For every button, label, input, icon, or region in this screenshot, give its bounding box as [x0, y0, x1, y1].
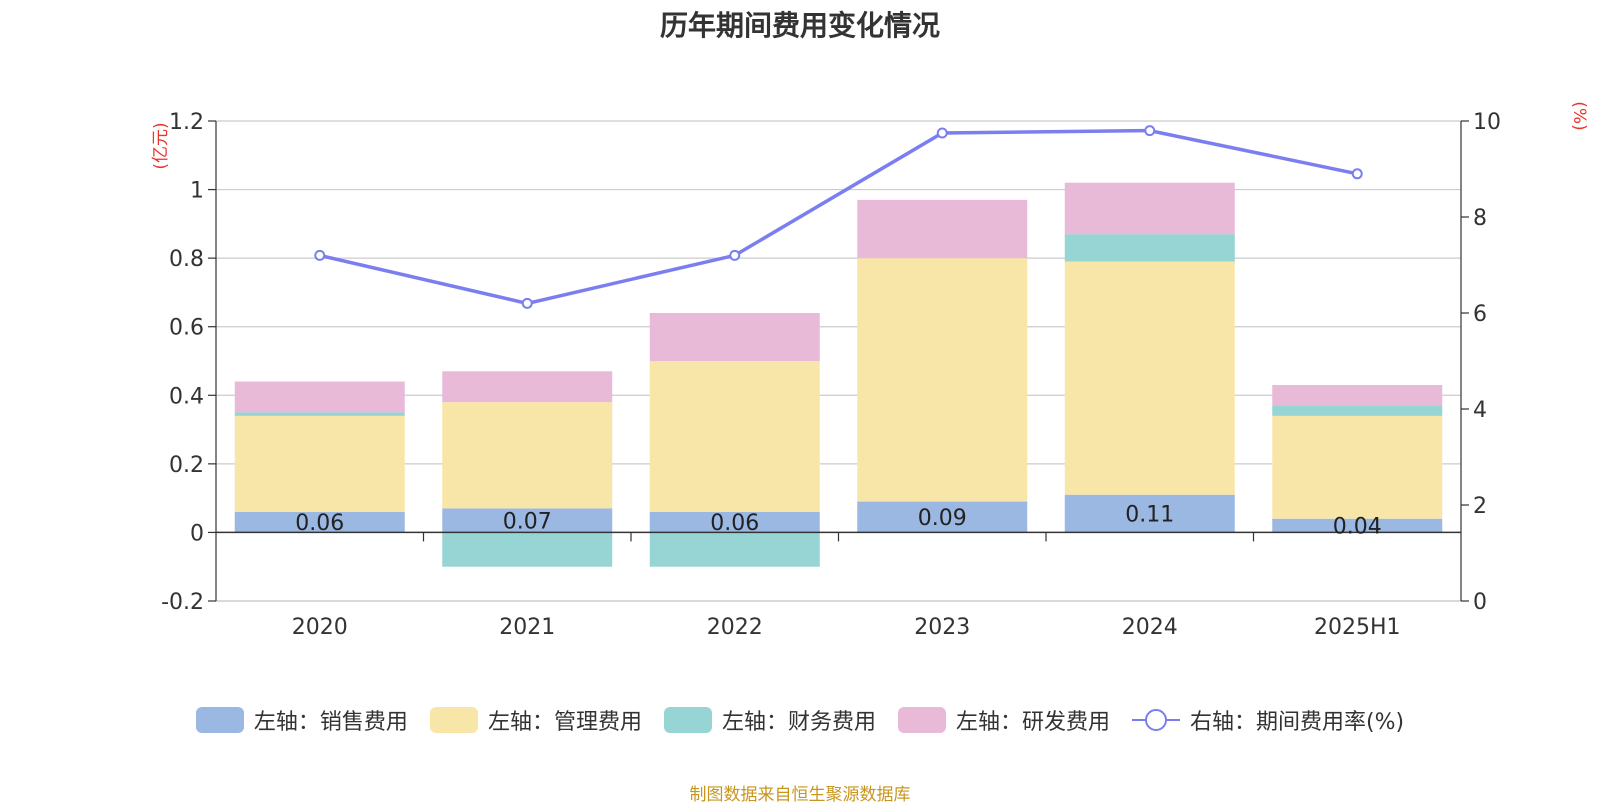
bar-segment — [234, 511, 405, 533]
bar-segment — [649, 532, 820, 567]
bars-layer — [234, 182, 1443, 567]
legend-item-admin[interactable]: 左轴：管理费用 — [429, 704, 642, 736]
data-label: 0.04 — [1333, 515, 1382, 540]
expense-rate-line — [319, 128, 1358, 306]
right-axis-unit-label: (%) — [1569, 101, 1589, 130]
category-label: 2024 — [1122, 615, 1178, 640]
expense-rate-point — [314, 249, 326, 261]
left-tick-label: 0.6 — [169, 316, 204, 341]
axis-layer: -0.2 0 0.2 0.4 0.6 0.8 1 1.2 0 2 4 6 8 10 (亿元) (%) 2020 2… — [151, 101, 1589, 640]
bar-segment — [857, 258, 1028, 502]
left-axis-unit-label: (亿元) — [151, 122, 171, 169]
right-tick-label: 6 — [1473, 302, 1487, 327]
left-tick-label: 0.8 — [169, 247, 204, 272]
bar-segment — [857, 199, 1028, 259]
legend-label-rnd: 左轴：研发费用 — [955, 710, 1110, 735]
line-layer — [314, 125, 1363, 309]
bar-segment — [1064, 182, 1235, 235]
legend-label-sales: 左轴：销售费用 — [253, 710, 408, 735]
legend-swatch-rnd — [897, 707, 946, 733]
left-tick-label: 0.2 — [169, 453, 204, 478]
source-note: 制图数据来自恒生聚源数据库 — [689, 785, 911, 805]
legend-item-finance[interactable]: 左轴：财务费用 — [663, 704, 876, 736]
bar-segment — [234, 415, 405, 512]
legend-swatch-admin — [429, 707, 478, 733]
bar-segment — [234, 412, 405, 416]
category-label: 2022 — [707, 615, 763, 640]
bar-segment — [442, 508, 613, 533]
bar-segment — [649, 511, 820, 533]
bar-segment — [234, 381, 405, 413]
bar-segment — [857, 501, 1028, 533]
category-label: 2021 — [499, 615, 555, 640]
data-label: 0.11 — [1125, 503, 1174, 528]
right-tick-label: 0 — [1473, 590, 1487, 615]
legend-label-expense-rate: 右轴：期间费用率(%) — [1189, 710, 1405, 735]
bar-segment — [1064, 494, 1235, 533]
right-tick-label: 10 — [1473, 110, 1501, 135]
bar-segment — [1064, 261, 1235, 495]
left-tick-label: 0 — [190, 521, 204, 546]
bar-segment — [649, 313, 820, 361]
category-label: 2020 — [292, 615, 348, 640]
expense-rate-point — [729, 249, 741, 261]
bar-segment — [1064, 234, 1235, 262]
bar-segment — [1272, 385, 1443, 406]
chart-plot: -0.2 0 0.2 0.4 0.6 0.8 1 1.2 0 2 4 6 8 10 (亿元) (%) 2020 2… — [151, 101, 1589, 640]
expense-rate-point — [521, 297, 533, 309]
bar-segment — [649, 361, 820, 512]
legend-swatch-finance — [663, 707, 712, 733]
legend-line-marker-icon — [1131, 707, 1180, 733]
expense-rate-point — [1144, 125, 1156, 137]
category-label: 2023 — [914, 615, 970, 640]
right-tick-label: 8 — [1473, 206, 1487, 231]
left-tick-label: 1 — [190, 179, 204, 204]
legend-item-rnd[interactable]: 左轴：研发费用 — [897, 704, 1110, 736]
expense-rate-point — [1351, 168, 1363, 180]
bar-segment — [1272, 405, 1443, 416]
legend-label-admin: 左轴：管理费用 — [487, 710, 642, 735]
bar-segment — [442, 371, 613, 403]
grid-layer — [216, 120, 1461, 602]
right-tick-label: 2 — [1473, 494, 1487, 519]
legend-item-expense-rate[interactable]: 右轴：期间费用率(%) — [1131, 704, 1405, 736]
chart-title: 历年期间费用变化情况 — [659, 9, 940, 42]
expense-rate-point — [936, 127, 948, 139]
legend-item-sales[interactable]: 左轴：销售费用 — [195, 704, 408, 736]
left-tick-label: -0.2 — [161, 590, 204, 615]
category-label: 2025H1 — [1314, 615, 1401, 640]
legend: 左轴：销售费用 左轴：管理费用 左轴：财务费用 左轴：研发费用 右轴：期间费用率… — [0, 704, 1600, 736]
data-label: 0.09 — [918, 506, 967, 531]
bar-segment — [442, 532, 613, 567]
bar-segment — [442, 402, 613, 509]
data-label: 0.06 — [295, 511, 344, 536]
data-label: 0.06 — [710, 511, 759, 536]
data-label: 0.07 — [503, 509, 552, 534]
left-tick-label: 1.2 — [169, 110, 204, 135]
left-tick-label: 0.4 — [169, 384, 204, 409]
bar-segment — [1272, 518, 1443, 533]
label-layer: 0.06 0.07 0.06 0.09 0.11 0.04 — [295, 503, 1381, 540]
bar-segment — [1272, 415, 1443, 519]
legend-label-finance: 左轴：财务费用 — [721, 710, 876, 735]
right-tick-label: 4 — [1473, 398, 1487, 423]
legend-swatch-sales — [195, 707, 244, 733]
